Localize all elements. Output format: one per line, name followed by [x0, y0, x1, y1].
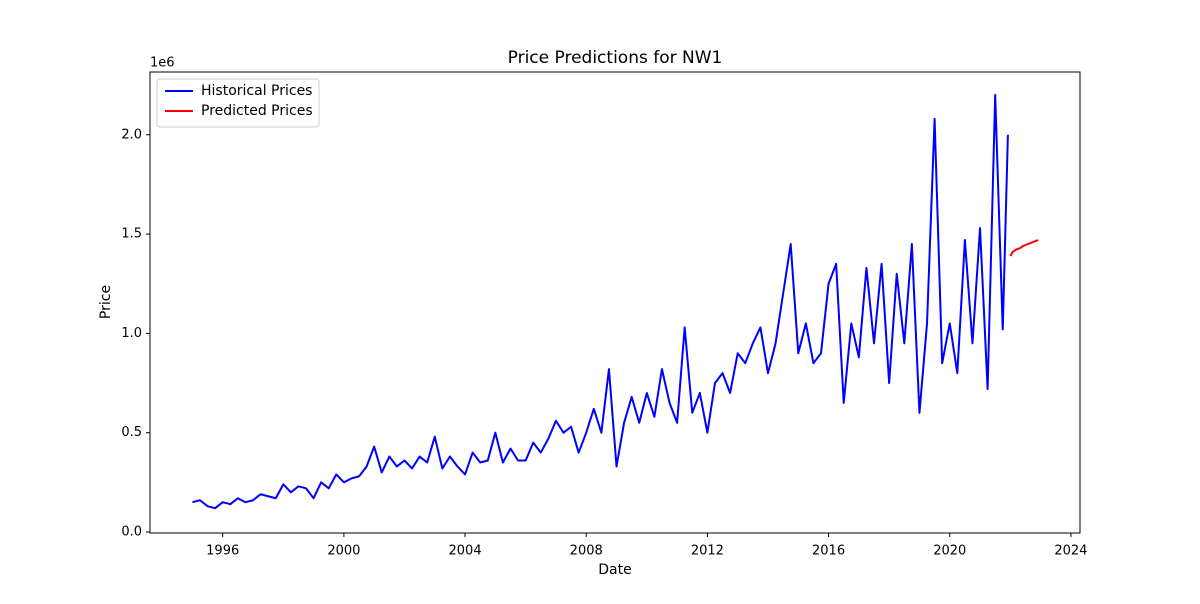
line-series	[1009, 239, 1039, 257]
legend: Historical Prices Predicted Prices	[156, 78, 320, 128]
axes-frame	[149, 71, 1081, 534]
legend-box	[156, 78, 320, 128]
y-tick-label: 2.0	[121, 127, 142, 142]
legend-label: Historical Prices	[201, 83, 312, 99]
y-axis-label: Price	[98, 285, 114, 319]
x-axis-label: Date	[598, 562, 631, 578]
y-tick-label: 1.5	[121, 227, 142, 242]
chart-title: Price Predictions for NW1	[508, 48, 723, 68]
x-tick-label: 2000	[327, 544, 360, 559]
x-tick-label: 2020	[933, 544, 966, 559]
x-tick-label: 1996	[206, 544, 239, 559]
y-tick-label: 0.0	[121, 525, 142, 540]
x-tick-label: 2024	[1054, 544, 1087, 559]
x-tick-label: 2004	[449, 544, 482, 559]
y-tick-label: 0.5	[121, 425, 142, 440]
x-tick-label: 2012	[691, 544, 724, 559]
line-series	[192, 94, 1009, 510]
x-tick-label: 2016	[812, 544, 845, 559]
legend-label: Predicted Prices	[201, 103, 313, 119]
y-offset-label: 1e6	[150, 56, 175, 71]
x-tick-label: 2008	[570, 544, 603, 559]
y-tick-label: 1.0	[121, 326, 142, 341]
plot-area	[192, 94, 1039, 510]
